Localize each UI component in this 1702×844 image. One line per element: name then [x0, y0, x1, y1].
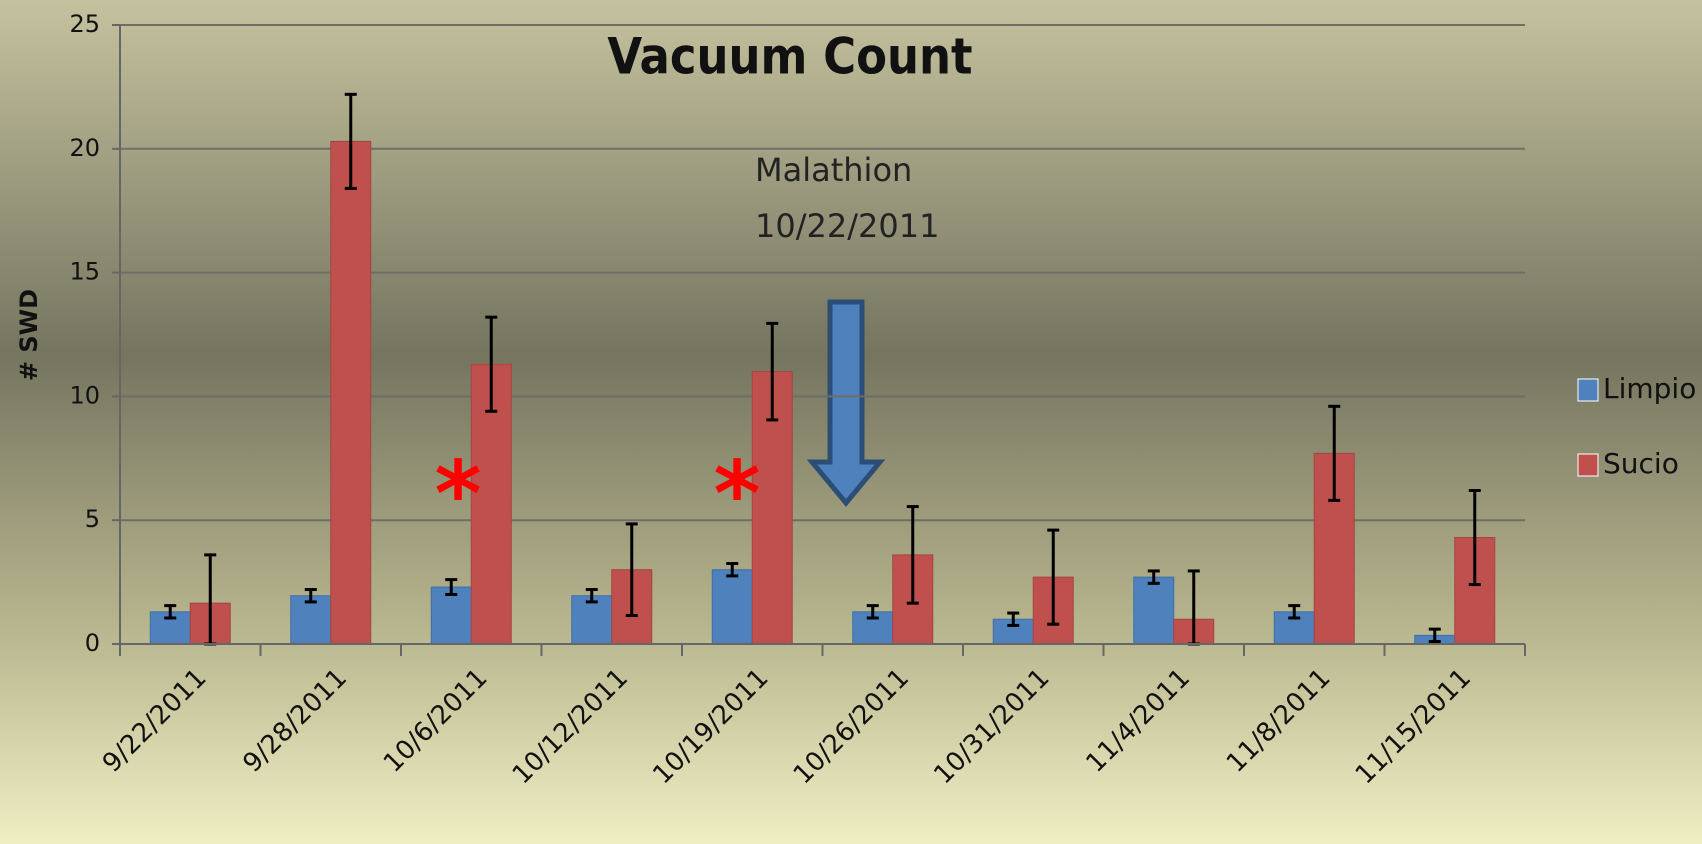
error-bar	[585, 588, 598, 604]
y-tick-label: 15	[69, 258, 100, 286]
arrow	[806, 299, 886, 507]
bar	[430, 586, 472, 645]
error-bar	[485, 315, 498, 413]
error-bar	[1468, 488, 1481, 587]
error-bar	[1047, 528, 1060, 626]
legend-swatch	[1577, 378, 1599, 402]
y-tick-label: 0	[85, 629, 100, 657]
error-bar	[906, 505, 919, 605]
error-bar	[1288, 604, 1301, 620]
y-tick-label: 10	[69, 381, 100, 409]
asterisk: *	[434, 442, 481, 547]
error-bar	[866, 604, 879, 620]
error-bar	[304, 588, 317, 604]
legend-swatch	[1577, 453, 1599, 477]
error-bar	[625, 522, 638, 618]
y-tick-label: 20	[69, 134, 100, 162]
error-bar	[766, 321, 779, 422]
bar	[290, 595, 332, 645]
error-bar	[1007, 611, 1020, 627]
legend-label: Sucio	[1603, 447, 1679, 480]
error-bar	[344, 92, 357, 190]
error-bar	[1147, 569, 1160, 585]
bar	[330, 140, 372, 645]
bar	[711, 569, 753, 645]
error-bar	[726, 562, 739, 578]
y-tick-label: 25	[69, 10, 100, 38]
annotation: Malathion	[755, 151, 912, 189]
asterisk: *	[713, 442, 760, 547]
legend-label: Limpio	[1603, 372, 1696, 405]
chart-title: Vacuum Count	[607, 28, 972, 86]
error-bar	[445, 578, 458, 596]
error-bar	[1328, 404, 1341, 502]
bar	[1133, 576, 1175, 645]
y-tick-label: 5	[85, 505, 100, 533]
annotation: 10/22/2011	[755, 207, 939, 245]
error-bar	[1428, 627, 1441, 644]
y-axis-label: # SWD	[15, 289, 43, 381]
error-bar	[164, 604, 177, 620]
